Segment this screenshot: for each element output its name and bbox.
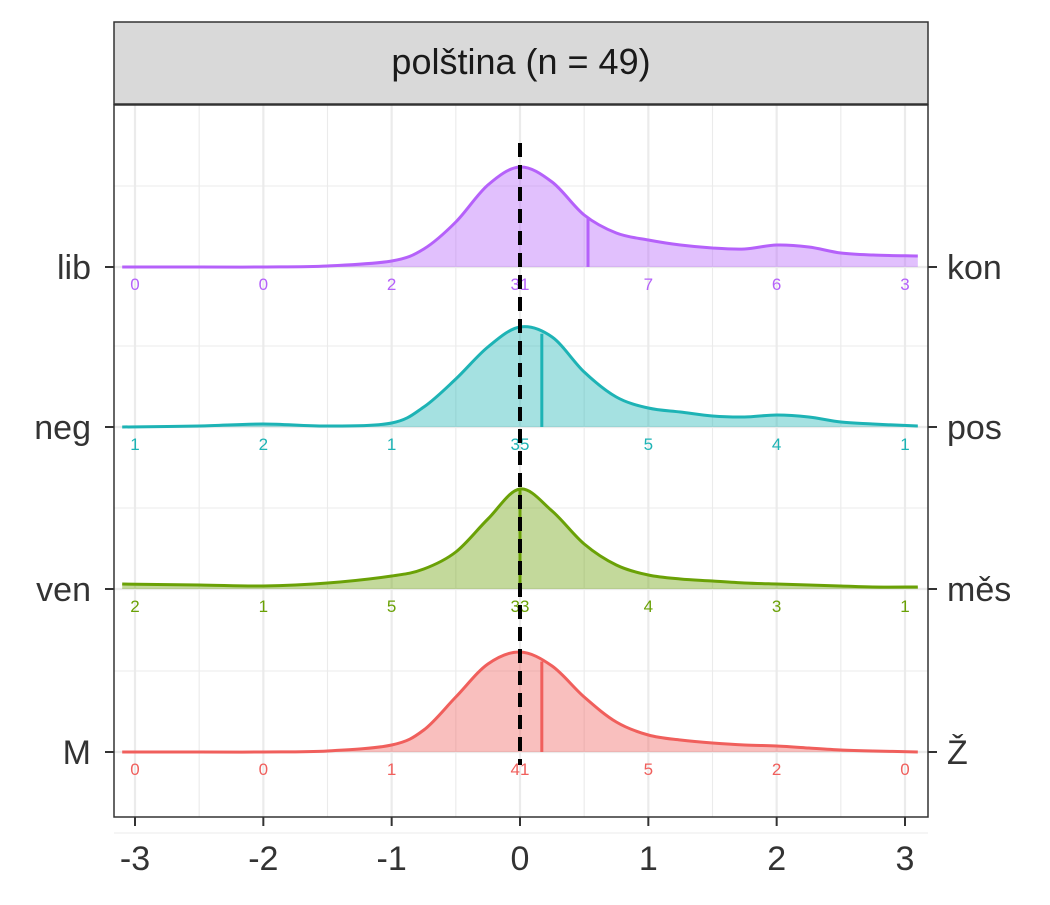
count-label: 2 <box>259 435 268 454</box>
x-tick-label: -3 <box>120 840 150 878</box>
count-label: 35 <box>511 435 530 454</box>
count-label: 0 <box>900 760 909 779</box>
count-label: 3 <box>900 275 909 294</box>
count-label: 0 <box>130 760 139 779</box>
y-label-left: lib <box>57 249 91 287</box>
count-label: 5 <box>387 597 396 616</box>
count-label: 4 <box>772 435 781 454</box>
count-label: 5 <box>644 435 653 454</box>
count-label: 1 <box>900 597 909 616</box>
density-curve <box>122 325 918 429</box>
y-label-right: pos <box>947 409 1002 447</box>
count-label: 6 <box>772 275 781 294</box>
y-label-left: ven <box>36 571 91 609</box>
facet-strip <box>113 21 929 105</box>
x-tick-label: -1 <box>377 840 407 878</box>
density-curve <box>122 487 918 589</box>
count-label: 2 <box>772 760 781 779</box>
count-label: 2 <box>387 275 396 294</box>
x-tick-label: 1 <box>639 840 658 878</box>
count-label: 41 <box>511 760 530 779</box>
density-curve <box>122 650 918 754</box>
density-curve <box>122 165 918 269</box>
axis-layer: -3 -2 -1 0 1 2 3 lib kon neg pos ven měs M Ž <box>34 249 1011 878</box>
count-label: 0 <box>259 275 268 294</box>
count-label: 1 <box>387 435 396 454</box>
y-label-left: M <box>63 734 91 772</box>
count-label: 1 <box>387 760 396 779</box>
y-label-right: kon <box>947 249 1002 287</box>
y-label-left: neg <box>34 409 91 447</box>
x-tick-label: -2 <box>248 840 278 878</box>
count-label: 5 <box>644 760 653 779</box>
count-label: 0 <box>259 760 268 779</box>
y-label-right: Ž <box>947 734 968 772</box>
count-label: 0 <box>130 275 139 294</box>
x-tick-label: 0 <box>511 840 530 878</box>
count-label: 4 <box>644 597 653 616</box>
count-label: 1 <box>259 597 268 616</box>
count-label: 1 <box>900 435 909 454</box>
count-label: 2 <box>130 597 139 616</box>
count-label: 7 <box>644 275 653 294</box>
x-tick-label: 3 <box>896 840 915 878</box>
y-label-right: měs <box>947 571 1011 609</box>
x-tick-label: 2 <box>767 840 786 878</box>
count-label: 3 <box>772 597 781 616</box>
chart-title: polština (n = 49) <box>391 41 650 82</box>
count-label: 1 <box>130 435 139 454</box>
